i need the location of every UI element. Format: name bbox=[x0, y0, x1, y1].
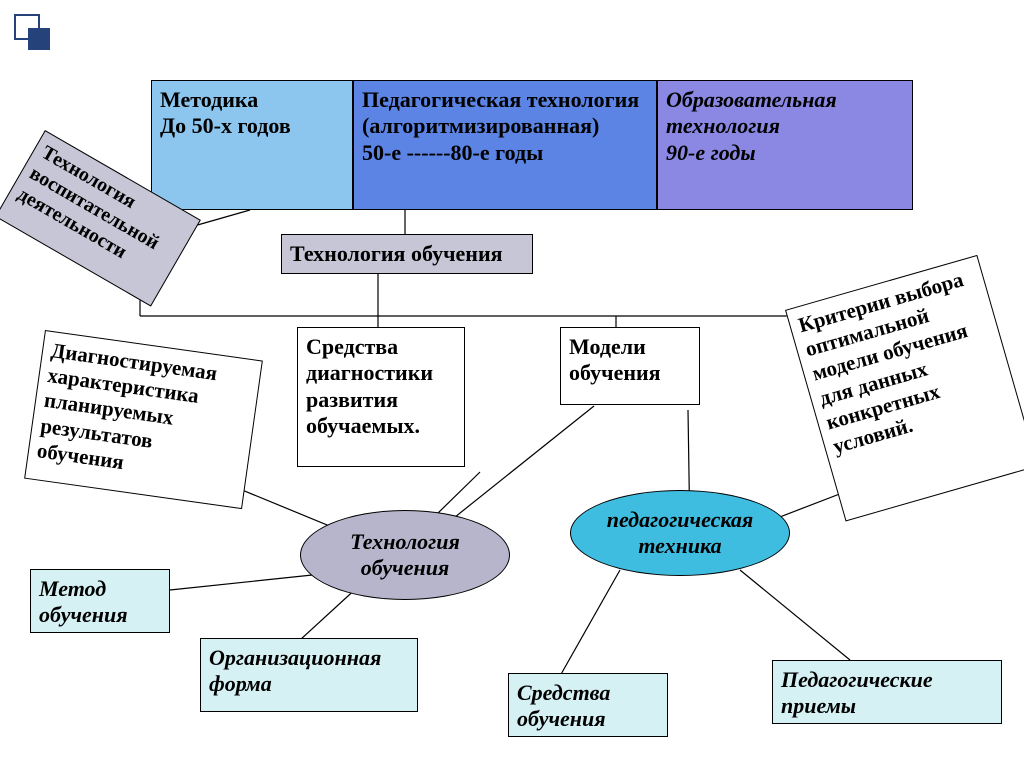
box-sredstva-diag: Средства диагностики развития обучаемых. bbox=[297, 327, 465, 467]
header-cell-ped-tech: Педагогическая технология (алгоритмизиро… bbox=[353, 80, 657, 210]
box-org-forma: Организационная форма bbox=[200, 638, 418, 712]
box-modeli: Модели обучения bbox=[560, 327, 700, 405]
diagram-stage: Методика До 50-х годов Педагогическая те… bbox=[0, 0, 1024, 767]
box-tech-obuch-label: Технология обучения bbox=[281, 234, 533, 274]
box-kriterii: Критерии выбора оптимальной модели обуче… bbox=[785, 255, 1024, 522]
header-cell-metodika: Методика До 50-х годов bbox=[151, 80, 353, 210]
box-ped-priemy: Педагогические приемы bbox=[772, 660, 1002, 724]
slide-corner-decoration bbox=[14, 14, 54, 54]
header-cell-obraz-tech: Образовательная технология 90-е годы bbox=[657, 80, 913, 210]
box-diagnost: Диагностируемая характеристика планируем… bbox=[24, 330, 263, 509]
box-sredstva-obuch: Средства обучения bbox=[508, 673, 668, 737]
ellipse-tech-obuch: Технология обучения bbox=[300, 510, 510, 600]
box-metod-obuch: Метод обучения bbox=[30, 569, 170, 633]
ellipse-ped-tech: педагогическая техника bbox=[570, 490, 790, 576]
